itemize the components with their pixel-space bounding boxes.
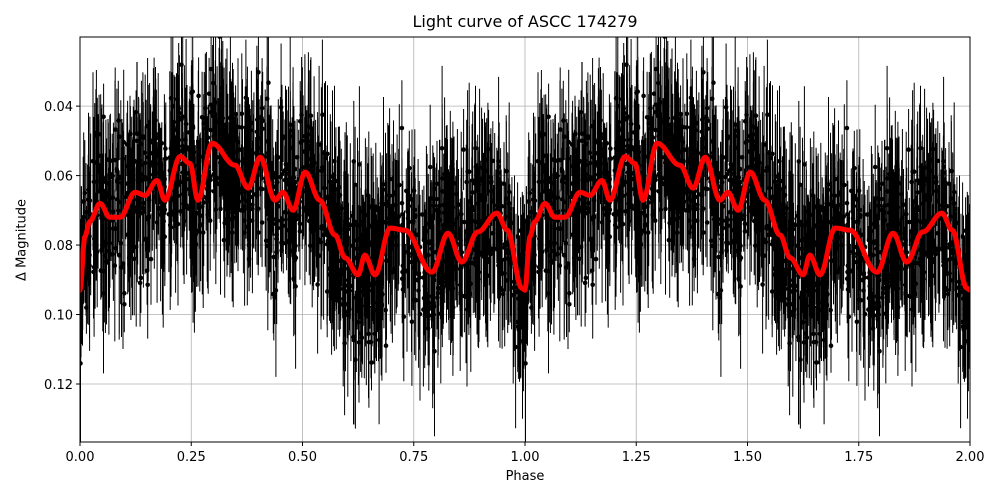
x-tick-label: 0.25: [177, 450, 206, 465]
smoothed-curve: [80, 140, 970, 293]
x-tick-label: 1.00: [511, 450, 540, 465]
y-tick-label: 0.08: [44, 239, 73, 254]
y-tick-label: 0.06: [44, 170, 73, 185]
y-tick-label: 0.12: [44, 378, 73, 393]
chart-title: Light curve of ASCC 174279: [412, 12, 638, 31]
x-tick-label: 0.75: [399, 450, 428, 465]
x-tick-label: 0.50: [288, 450, 317, 465]
x-tick-label: 1.50: [733, 450, 762, 465]
x-tick-label: 1.75: [844, 450, 873, 465]
x-axis-ticks: 0.00 0.25 0.50 0.75 1.00 1.25 1.50 1.75 2.00: [66, 442, 985, 465]
x-axis-label: Phase: [505, 469, 545, 484]
fit-line: [80, 140, 970, 293]
y-tick-label: 0.04: [44, 100, 73, 115]
x-tick-label: 2.00: [956, 450, 985, 465]
x-tick-label: 1.25: [622, 450, 651, 465]
y-tick-label: 0.10: [44, 309, 73, 324]
x-tick-label: 0.00: [66, 450, 95, 465]
y-axis-ticks: 0.04 0.06 0.08 0.10 0.12: [44, 100, 80, 393]
observation-errorbars: [80, 37, 970, 442]
